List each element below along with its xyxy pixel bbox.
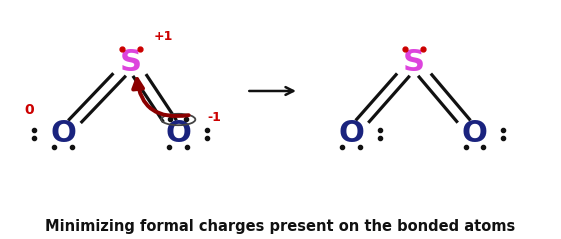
Text: O: O [50,119,76,148]
Text: S: S [403,48,425,77]
Text: -1: -1 [207,111,221,124]
Text: S: S [120,48,142,77]
Text: O: O [338,119,364,148]
Text: Minimizing formal charges present on the bonded atoms: Minimizing formal charges present on the… [45,219,516,234]
Text: O: O [462,119,488,148]
Text: +1: +1 [153,30,173,43]
Text: O: O [165,119,191,148]
Text: 0: 0 [24,103,34,117]
